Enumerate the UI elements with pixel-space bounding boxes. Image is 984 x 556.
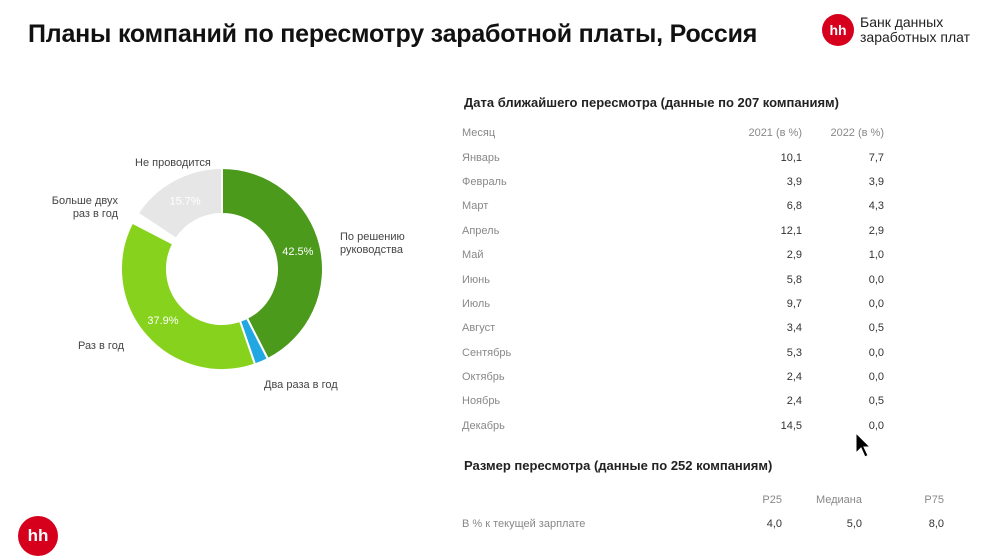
- table-row: Апрель 12,1 2,9: [462, 219, 884, 243]
- value-2022-cell: 1,0: [868, 249, 884, 262]
- category-label-more-than-two-line2: раз в год: [73, 208, 119, 220]
- value-2021-cell: 6,8: [786, 200, 802, 213]
- value-2021-cell: 2,9: [786, 249, 802, 262]
- month-cell: Декабрь: [462, 419, 505, 432]
- header-month: Месяц: [462, 127, 496, 140]
- size-header-p25: P25: [762, 494, 782, 506]
- category-label-management-line2: руководства: [340, 244, 404, 256]
- value-2022-cell: 0,0: [868, 273, 884, 286]
- table-row: Октябрь 2,4 0,0: [462, 365, 884, 389]
- month-cell: Март: [462, 200, 489, 213]
- header-2021: 2021 (в %): [748, 127, 802, 140]
- review-size-title: Размер пересмотра (данные по 252 компани…: [464, 458, 773, 473]
- value-2022-cell: 2,9: [868, 224, 884, 237]
- value-2021-cell: 3,4: [786, 322, 802, 335]
- size-row: В % к текущей зарплате 4,0 5,0 8,0: [462, 512, 944, 536]
- value-2021-cell: 12,1: [780, 224, 802, 237]
- table-row: Март 6,8 4,3: [462, 194, 884, 218]
- size-header-row: P25 Медиана P75: [462, 488, 944, 512]
- value-2022-cell: 0,5: [868, 322, 884, 335]
- size-row-label: В % к текущей зарплате: [462, 518, 586, 530]
- category-label-twice: Два раза в год: [264, 379, 338, 391]
- value-2021-cell: 3,9: [786, 175, 802, 188]
- brand-line-1: Банк данных: [860, 14, 944, 30]
- table-row: Февраль 3,9 3,9: [462, 170, 884, 194]
- size-median-value: 5,0: [846, 518, 862, 530]
- month-cell: Июнь: [462, 273, 490, 286]
- value-2022-cell: 4,3: [868, 200, 884, 213]
- table-row: Ноябрь 2,4 0,5: [462, 389, 884, 413]
- value-2021-cell: 2,4: [786, 371, 802, 384]
- slice-value-label: 15.7%: [169, 195, 200, 207]
- hh-logo: hh: [822, 14, 854, 46]
- table-row: Декабрь 14,5 0,0: [462, 414, 884, 438]
- value-2022-cell: 0,0: [868, 297, 884, 310]
- month-cell: Апрель: [462, 224, 500, 237]
- month-cell: Октябрь: [462, 371, 505, 384]
- hh-logo-footer: hh: [18, 516, 58, 556]
- month-cell: Ноябрь: [462, 395, 501, 408]
- month-cell: Июль: [462, 297, 491, 310]
- value-2021-cell: 14,5: [780, 419, 802, 432]
- brand-text: Банк данных заработных плат: [860, 15, 970, 45]
- value-2021-cell: 9,7: [786, 297, 802, 310]
- category-label-management-line1: По решению: [340, 231, 405, 243]
- review-date-title: Дата ближайшего пересмотра (данные по 20…: [464, 95, 839, 110]
- value-2022-cell: 7,7: [868, 151, 884, 164]
- category-label-more-than-two-line1: Больше двух: [52, 195, 119, 207]
- mouse-cursor-icon: [855, 432, 871, 458]
- table-row: Июль 9,7 0,0: [462, 292, 884, 316]
- slice-value-label: 42.5%: [282, 246, 313, 258]
- size-p25-value: 4,0: [766, 518, 782, 530]
- value-2022-cell: 0,0: [868, 346, 884, 359]
- brand-line-2: заработных плат: [860, 29, 971, 45]
- value-2021-cell: 2,4: [786, 395, 802, 408]
- header-2022: 2022 (в %): [830, 127, 884, 140]
- donut-slice: [120, 221, 257, 371]
- value-2021-cell: 5,8: [786, 273, 802, 286]
- value-2021-cell: 5,3: [786, 346, 802, 359]
- value-2021-cell: 10,1: [780, 151, 802, 164]
- table-row: Январь 10,1 7,7: [462, 145, 884, 169]
- month-cell: Август: [462, 322, 496, 335]
- value-2022-cell: 3,9: [868, 175, 884, 188]
- donut-slice: [136, 166, 223, 241]
- table-row: Июнь 5,8 0,0: [462, 267, 884, 291]
- size-p75-value: 8,0: [928, 518, 944, 530]
- page-title: Планы компаний по пересмотру заработной …: [28, 20, 758, 48]
- value-2022-cell: 0,0: [868, 419, 884, 432]
- category-label-none: Не проводится: [135, 157, 211, 169]
- value-2022-cell: 0,5: [868, 395, 884, 408]
- review-date-table: Месяц 2021 (в %) 2022 (в %) Январь 10,1 7,…: [462, 121, 884, 438]
- table-header-row: Месяц 2021 (в %) 2022 (в %): [462, 121, 884, 145]
- month-cell: Сентябрь: [462, 346, 512, 359]
- table-row: Сентябрь 5,3 0,0: [462, 341, 884, 365]
- review-size-table: P25 Медиана P75 В % к текущей зарплате 4…: [462, 488, 944, 536]
- table-row: Май 2,9 1,0: [462, 243, 884, 267]
- month-cell: Февраль: [462, 175, 507, 188]
- size-header-median: Медиана: [815, 494, 862, 506]
- donut-slice: [221, 166, 324, 361]
- table-row: Август 3,4 0,5: [462, 316, 884, 340]
- month-cell: Май: [462, 249, 484, 262]
- size-header-blank: [462, 488, 692, 512]
- category-label-once: Раз в год: [78, 340, 125, 352]
- slice-value-label: 37.9%: [147, 315, 178, 327]
- brand[interactable]: hh Банк данных заработных плат: [822, 14, 970, 46]
- size-header-p75: P75: [924, 494, 944, 506]
- month-cell: Январь: [462, 151, 500, 164]
- value-2022-cell: 0,0: [868, 371, 884, 384]
